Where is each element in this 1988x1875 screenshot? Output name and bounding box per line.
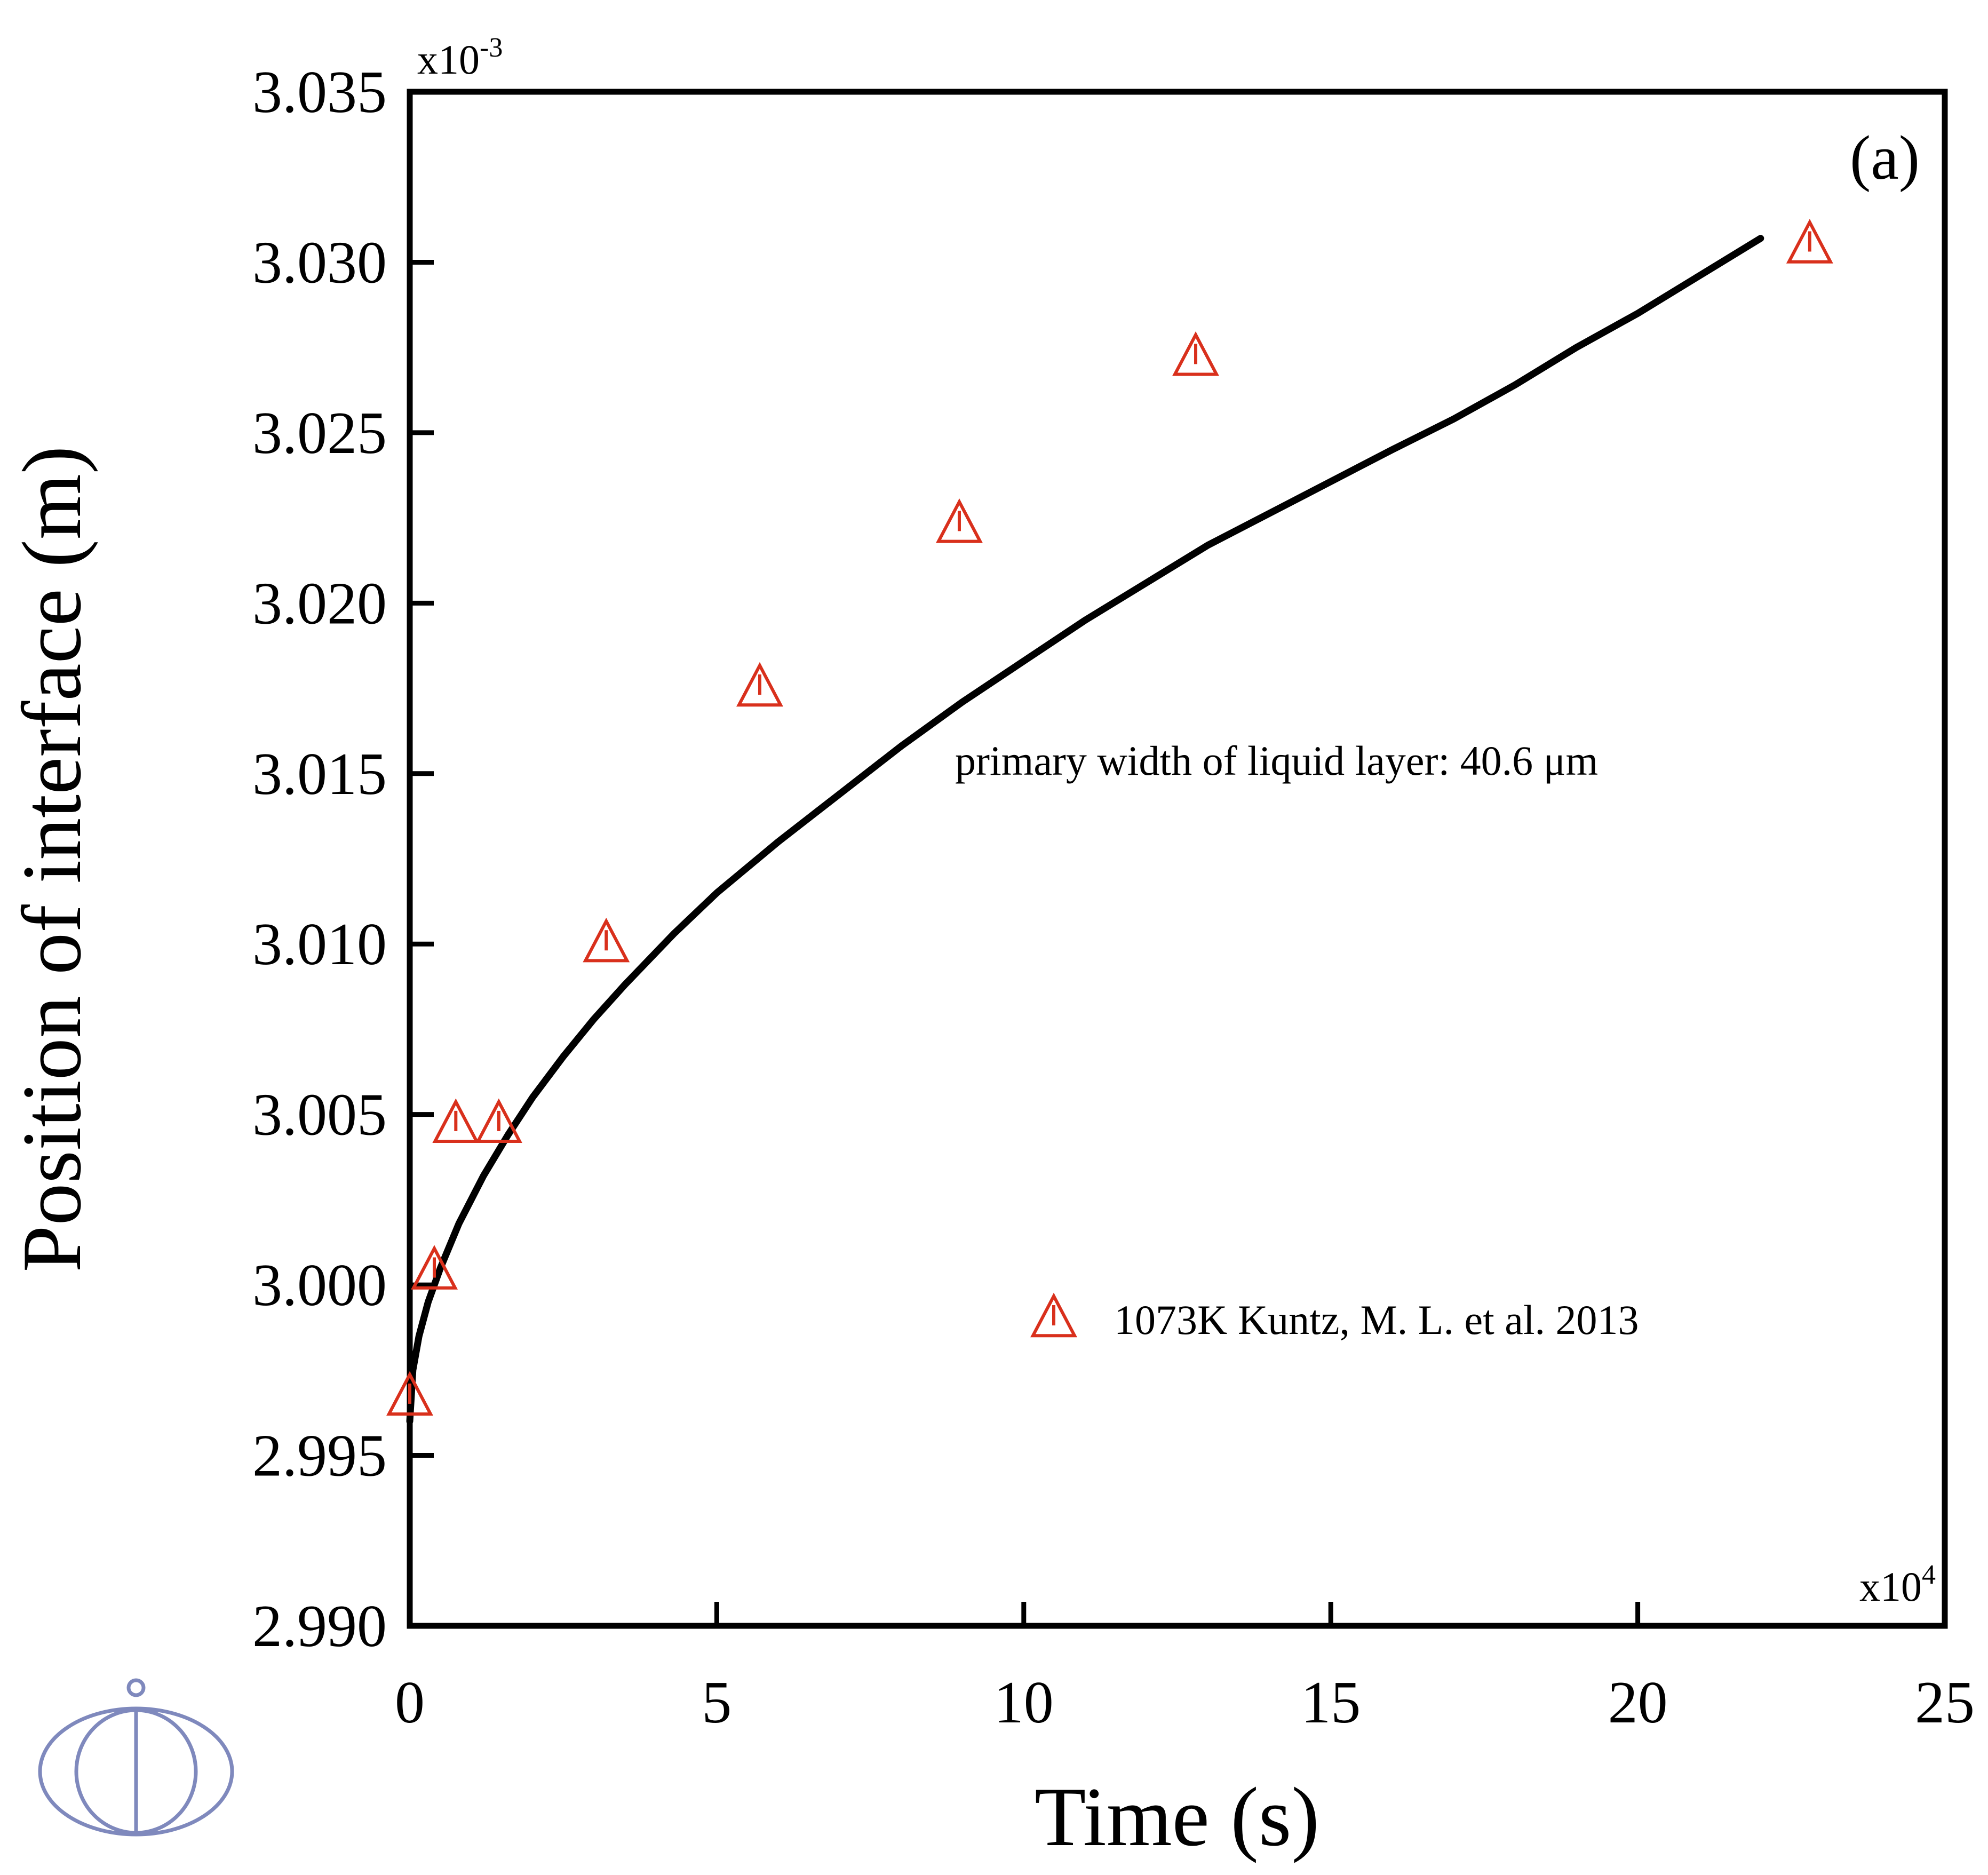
- data-point-marker: [1172, 331, 1219, 376]
- x-axis-tick-labels: 0 5 10 15 20 25: [395, 1670, 1975, 1736]
- y-axis-ticks: [410, 259, 434, 1458]
- y-tick-label: 3.000: [252, 1252, 387, 1318]
- y-tick-label: 3.010: [252, 911, 387, 978]
- data-point-marker: [935, 498, 983, 543]
- x-multiplier-exponent: 4: [1922, 1560, 1936, 1590]
- x-multiplier-base: x10: [1859, 1563, 1922, 1610]
- y-tick-label: 3.015: [252, 741, 387, 807]
- x-tick-label: 10: [994, 1670, 1054, 1736]
- x-axis-ticks: [714, 1602, 1641, 1626]
- y-tick-label: 3.030: [252, 229, 387, 296]
- x-tick-label: 5: [702, 1670, 731, 1736]
- experimental-markers: [386, 219, 1833, 1416]
- x-axis-label: Time (s): [1035, 1770, 1319, 1864]
- y-axis-multiplier: x10-3: [417, 33, 503, 83]
- x-tick-label: 0: [395, 1670, 425, 1736]
- y-multiplier-exponent: -3: [480, 33, 503, 63]
- x-tick-label: 20: [1608, 1670, 1668, 1736]
- x-axis-multiplier: x104: [1859, 1560, 1936, 1610]
- y-multiplier-base: x10: [417, 36, 480, 83]
- y-axis-tick-labels: 2.990 2.995 3.000 3.005 3.010 3.015 3.020 3.025…: [252, 59, 387, 1659]
- y-axis-label: Position of interface (m): [5, 446, 99, 1273]
- model-curve-line: [406, 235, 1764, 1425]
- data-point-marker: [736, 662, 783, 707]
- y-tick-label: 3.035: [252, 59, 387, 125]
- y-tick-label: 3.020: [252, 570, 387, 637]
- legend-marker: [1030, 1292, 1077, 1338]
- annotation-text: primary width of liquid layer: 40.6 μm: [955, 737, 1598, 784]
- data-point-marker: [411, 1245, 458, 1290]
- legend: 1073K Kuntz, M. L. et al. 2013: [1030, 1292, 1639, 1343]
- data-point-marker: [1786, 219, 1833, 264]
- y-tick-label: 3.025: [252, 400, 387, 466]
- legend-label: 1073K Kuntz, M. L. et al. 2013: [1114, 1297, 1639, 1343]
- panel-label: (a): [1850, 123, 1920, 193]
- x-tick-label: 25: [1915, 1670, 1975, 1736]
- institution-seal-icon: [38, 1678, 234, 1837]
- data-point-marker: [475, 1098, 522, 1143]
- y-tick-label: 3.005: [252, 1082, 387, 1148]
- plot-area: [407, 89, 1948, 1629]
- plot-frame: [407, 89, 1948, 1629]
- data-point-marker: [432, 1098, 480, 1143]
- x-tick-label: 15: [1301, 1670, 1361, 1736]
- y-tick-label: 2.990: [252, 1593, 387, 1659]
- data-point-marker: [386, 1371, 433, 1416]
- y-tick-label: 2.995: [252, 1423, 387, 1489]
- data-point-marker: [583, 917, 630, 963]
